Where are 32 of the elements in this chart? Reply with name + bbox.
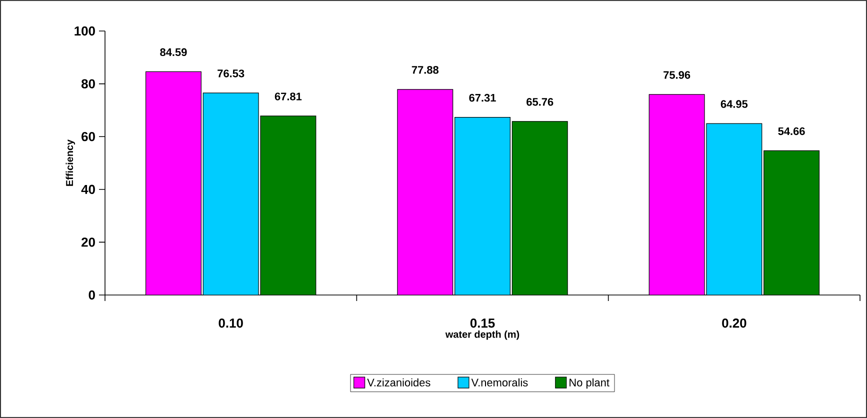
- x-axis-title: water depth (m): [445, 330, 520, 340]
- data-label: 64.95: [720, 100, 748, 108]
- bar: [512, 121, 568, 295]
- data-label: 67.81: [274, 92, 302, 100]
- data-label: 75.96: [664, 71, 690, 79]
- data-label: 65.76: [526, 98, 554, 106]
- y-tick-label: 0: [88, 290, 95, 300]
- x-tick-label: 0.20: [722, 318, 746, 328]
- x-tick-label: 0.15: [470, 318, 495, 328]
- bar: [260, 116, 316, 295]
- data-label: 84.59: [160, 48, 187, 56]
- data-label: 77.88: [412, 66, 439, 74]
- data-label: 54.66: [778, 127, 805, 136]
- bar: [454, 117, 510, 295]
- data-label: 67.31: [469, 94, 496, 102]
- y-tick-label: 20: [82, 238, 95, 247]
- legend-label: No plant: [570, 378, 610, 389]
- y-tick-label: 100: [74, 26, 95, 36]
- bar: [146, 71, 202, 295]
- y-axis-title: Efficiency: [66, 140, 76, 186]
- legend-label: V.nemoralis: [471, 378, 528, 386]
- bar: [202, 92, 259, 295]
- bar: [764, 150, 820, 295]
- bar: [648, 94, 705, 295]
- bar: [397, 89, 454, 295]
- x-tick-label: 0.10: [218, 318, 243, 328]
- bar: [706, 123, 762, 295]
- legend-label: V.zizanioides: [367, 378, 430, 386]
- y-tick-label: 40: [81, 184, 95, 194]
- data-label: 76.53: [218, 70, 244, 78]
- y-tick-label: 60: [82, 132, 95, 142]
- y-tick-label: 80: [81, 79, 95, 88]
